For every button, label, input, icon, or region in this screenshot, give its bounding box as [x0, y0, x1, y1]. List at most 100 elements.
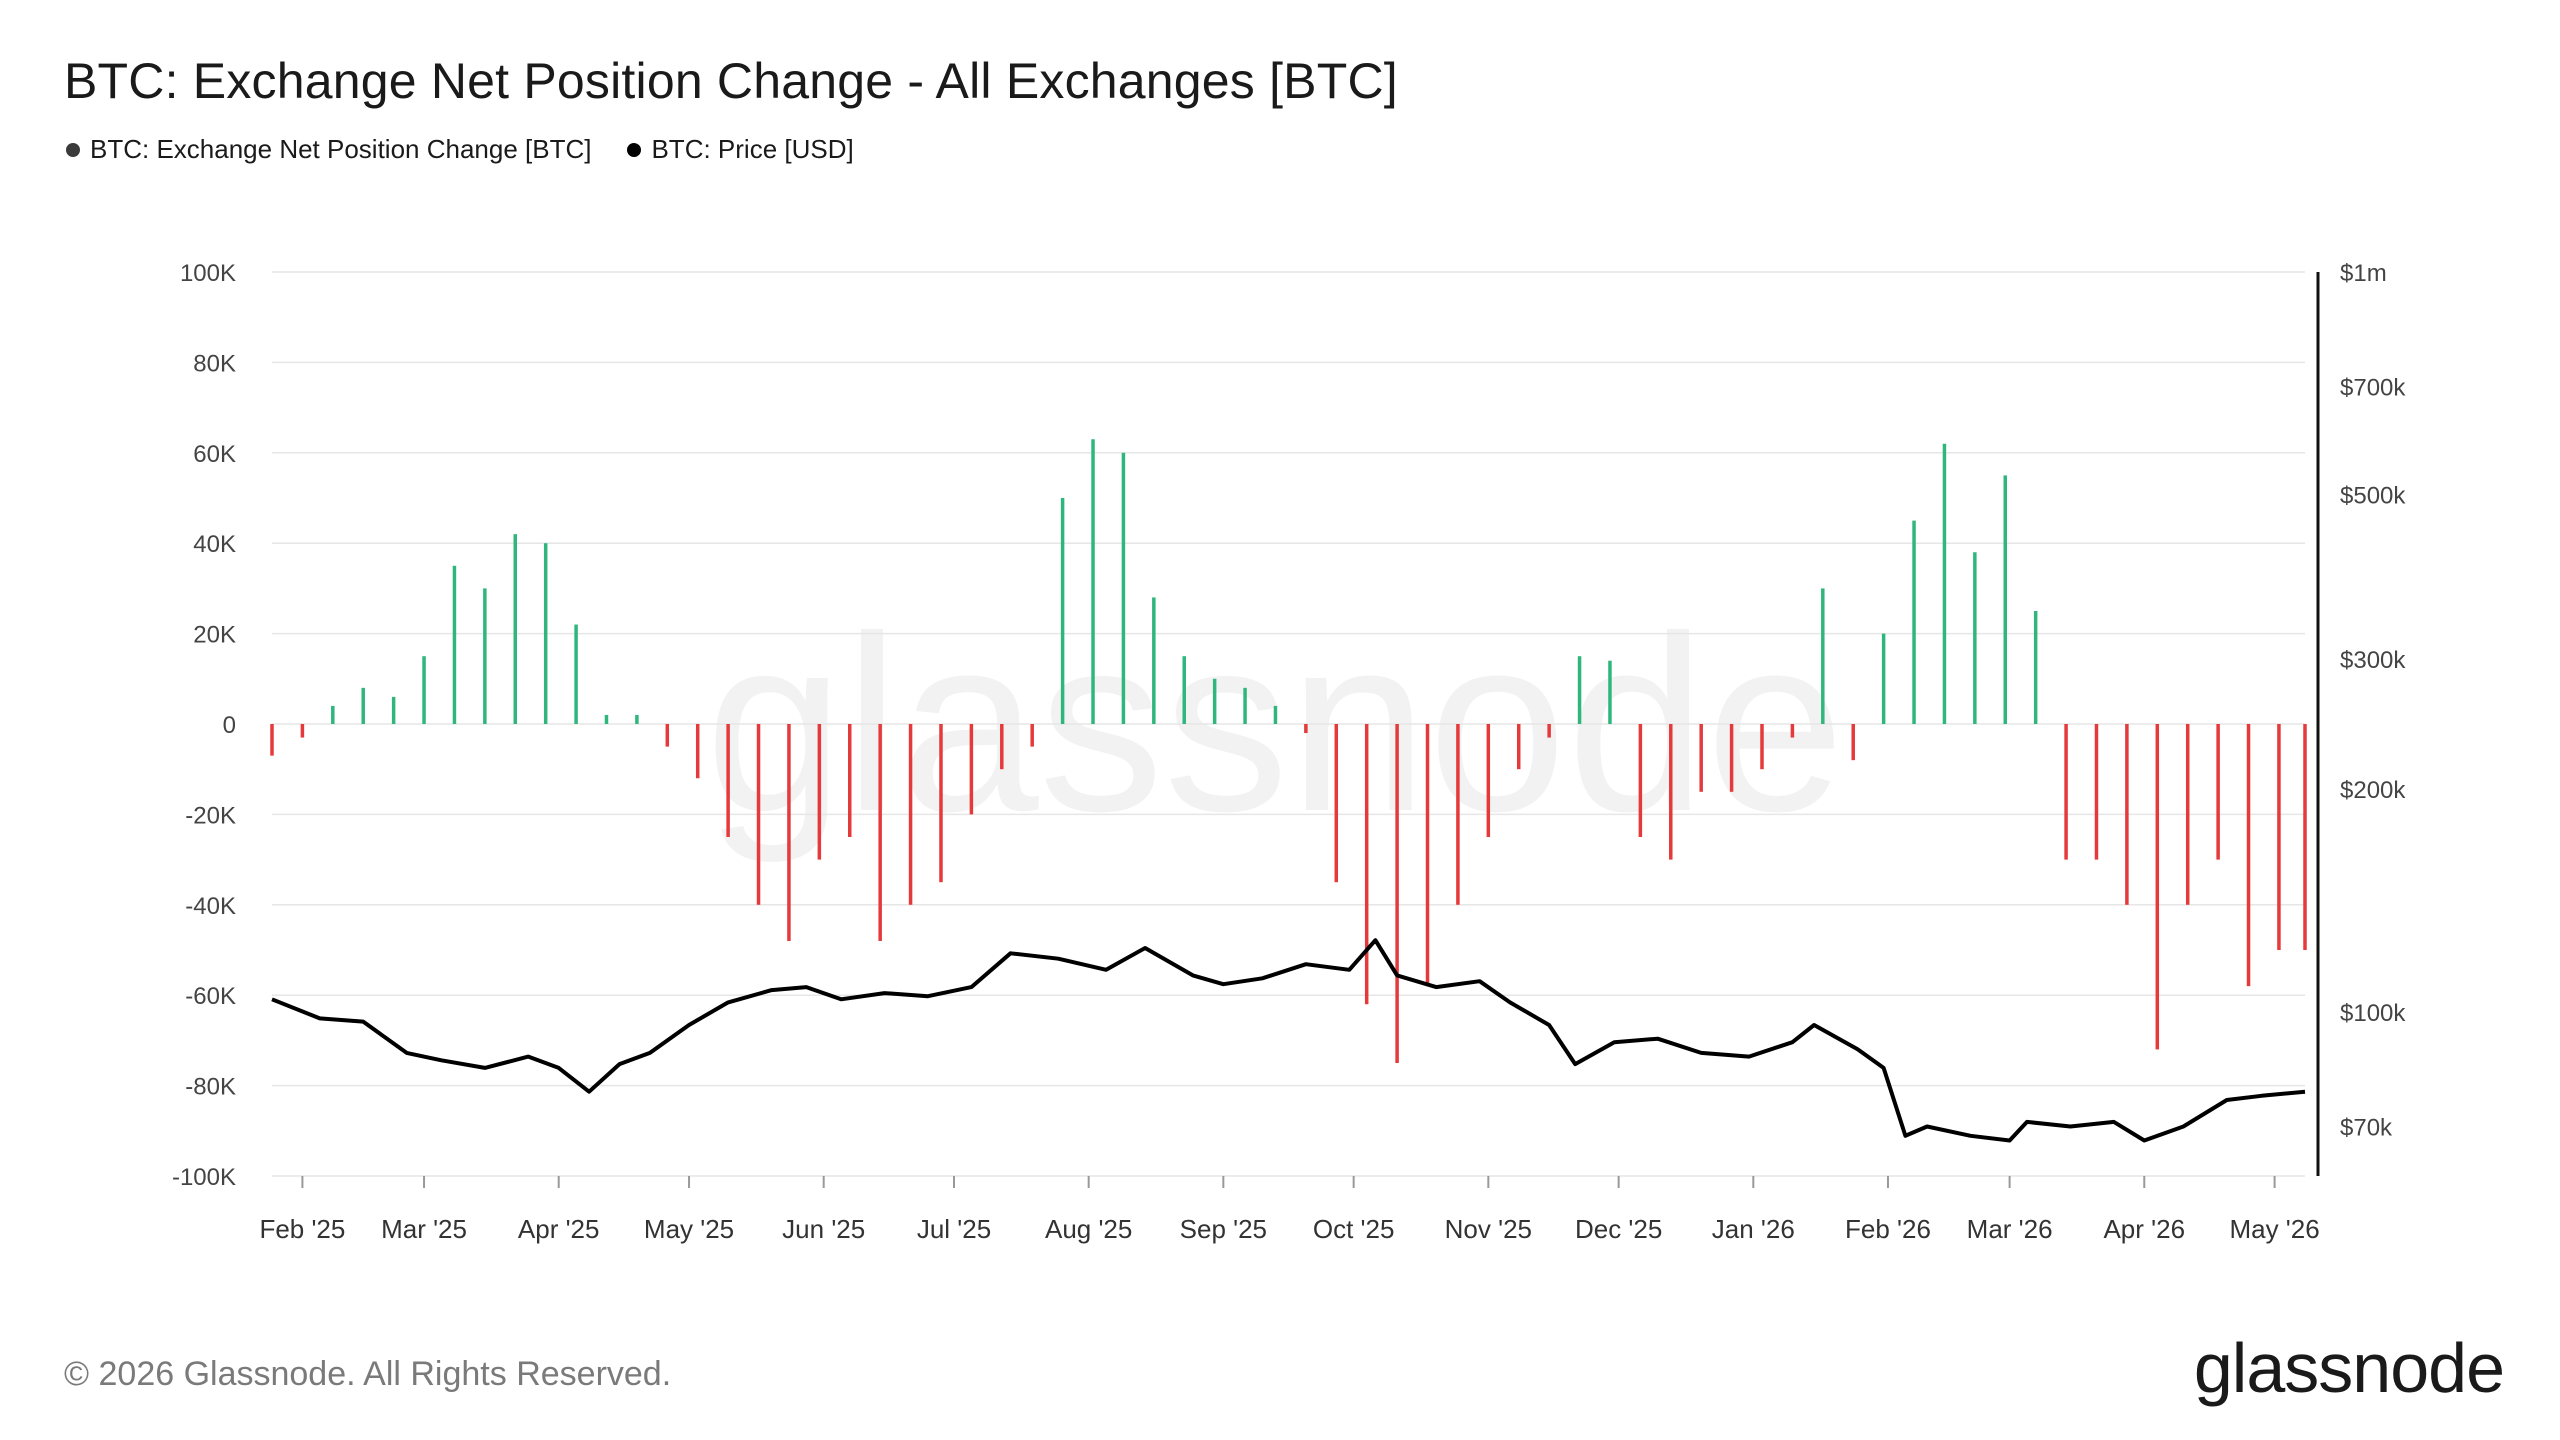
net-change-bar — [2064, 724, 2068, 860]
y-right-tick-label: $300k — [2340, 647, 2406, 674]
x-tick-label: Jan '26 — [1712, 1214, 1795, 1244]
y-left-tick-label: -40K — [185, 893, 236, 920]
x-tick-label: Mar '25 — [381, 1214, 467, 1244]
net-change-bar — [2155, 724, 2160, 1050]
chart-title: BTC: Exchange Net Position Change - All … — [64, 53, 1398, 109]
x-tick-label: Aug '25 — [1045, 1214, 1132, 1244]
net-change-bar — [1516, 724, 1521, 770]
net-change-bar — [1790, 724, 1795, 738]
net-change-bar — [1881, 633, 1886, 724]
brand-logo: glassnode — [2193, 1329, 2505, 1407]
y-left-tick-label: -60K — [185, 983, 236, 1010]
net-change-bar — [1273, 705, 1278, 724]
y-left-tick-label: -100K — [172, 1164, 236, 1191]
net-change-bar — [665, 724, 670, 747]
net-change-bar — [1638, 724, 1643, 837]
legend-item-price[interactable]: BTC: Price [USD] — [627, 134, 854, 165]
y-right-tick-label: $100k — [2340, 1000, 2406, 1027]
y-axis-left: 100K 80K 60K 40K 20K 0 -20K -40K -60K -80K -100K — [172, 260, 236, 1191]
x-tick-label: May '25 — [644, 1214, 734, 1244]
net-change-bar — [756, 724, 761, 905]
copyright-text: © 2026 Glassnode. All Rights Reserved. — [64, 1355, 672, 1393]
net-change-bar — [1425, 724, 1430, 987]
y-left-tick-label: 20K — [193, 622, 236, 649]
x-tick-label: Oct '25 — [1313, 1214, 1395, 1244]
legend: BTC: Exchange Net Position Change [BTC] … — [66, 134, 854, 165]
y-left-tick-label: 0 — [223, 712, 236, 739]
net-change-bar — [483, 588, 487, 724]
net-change-bar — [361, 687, 365, 724]
net-change-bar — [1182, 656, 1186, 724]
net-change-bar — [1456, 724, 1460, 905]
y-left-tick-label: -20K — [185, 802, 236, 829]
net-change-bar — [635, 714, 639, 724]
net-change-bar — [574, 624, 578, 724]
net-change-bar — [1091, 439, 1095, 724]
y-left-tick-label: -80K — [185, 1074, 236, 1101]
y-left-tick-label: 40K — [193, 531, 236, 558]
x-tick-label: Apr '25 — [518, 1214, 600, 1244]
net-change-bar — [817, 724, 822, 860]
net-change-bar — [270, 724, 274, 756]
grid — [272, 271, 2305, 1177]
y-left-tick-label: 100K — [180, 260, 236, 287]
net-change-bar — [1851, 724, 1855, 761]
net-change-bar — [1121, 452, 1126, 724]
net-change-bar — [1395, 724, 1399, 1063]
x-tick-label: Sep '25 — [1180, 1214, 1267, 1244]
y-right-tick-label: $1m — [2340, 260, 2387, 287]
x-tick-label: May '26 — [2229, 1214, 2319, 1244]
net-change-bar — [2094, 724, 2099, 860]
legend-label-net-position: BTC: Exchange Net Position Change [BTC] — [90, 134, 592, 164]
net-change-bar — [331, 705, 335, 724]
x-tick-label: Feb '25 — [259, 1214, 345, 1244]
net-change-bar — [1243, 687, 1247, 724]
net-change-bar — [1212, 678, 1217, 724]
net-change-bar — [1152, 597, 1156, 724]
net-change-bar — [1942, 443, 1947, 724]
net-change-bar — [1760, 724, 1764, 770]
net-change-bar — [543, 543, 548, 724]
net-change-bar — [2246, 724, 2251, 987]
net-change-bar — [1699, 724, 1703, 792]
y-right-tick-label: $500k — [2340, 483, 2406, 510]
net-change-bar — [2185, 724, 2190, 905]
y-right-tick-label: $700k — [2340, 375, 2406, 402]
x-tick-label: Mar '26 — [1967, 1214, 2053, 1244]
net-change-bar — [1060, 498, 1065, 724]
net-change-bar — [1669, 724, 1673, 860]
net-change-bar — [2277, 724, 2281, 950]
net-change-bar — [422, 656, 426, 724]
price-series — [271, 938, 2306, 1143]
y-right-tick-label: $200k — [2340, 777, 2406, 804]
net-change-bar — [1030, 724, 1034, 747]
net-change-bar — [787, 724, 791, 941]
net-change-bar — [2033, 611, 2038, 724]
y-right-tick-label: $70k — [2340, 1114, 2393, 1141]
x-tick-label: Nov '25 — [1445, 1214, 1532, 1244]
y-axis-right: $1m $700k $500k $300k $200k $100k $70k — [2340, 260, 2406, 1141]
x-tick-label: Apr '26 — [2103, 1214, 2185, 1244]
y-left-tick-label: 80K — [193, 350, 236, 377]
net-change-bar — [848, 724, 852, 837]
x-axis: Feb '25 Mar '25 Apr '25 May '25 Jun '25 Jul '… — [259, 1176, 2320, 1244]
net-change-bar — [1608, 660, 1612, 724]
net-change-bar — [2216, 724, 2220, 860]
net-change-bar — [1973, 552, 1977, 724]
net-change-bar — [604, 714, 609, 724]
net-change-bar — [695, 724, 700, 779]
net-change-bar — [2003, 475, 2008, 724]
net-change-bar — [1912, 520, 1916, 724]
price-line — [271, 938, 2306, 1143]
net-change-bar — [1486, 724, 1491, 837]
x-tick-label: Jul '25 — [917, 1214, 991, 1244]
legend-dot-icon — [627, 142, 642, 157]
legend-item-net-position[interactable]: BTC: Exchange Net Position Change [BTC] — [66, 134, 591, 165]
net-change-bar — [300, 724, 305, 738]
net-change-bar — [939, 724, 943, 883]
net-change-bar — [969, 724, 974, 815]
x-tick-label: Dec '25 — [1575, 1214, 1662, 1244]
net-change-bar — [1304, 724, 1308, 734]
y-left-tick-label: 60K — [193, 441, 236, 468]
